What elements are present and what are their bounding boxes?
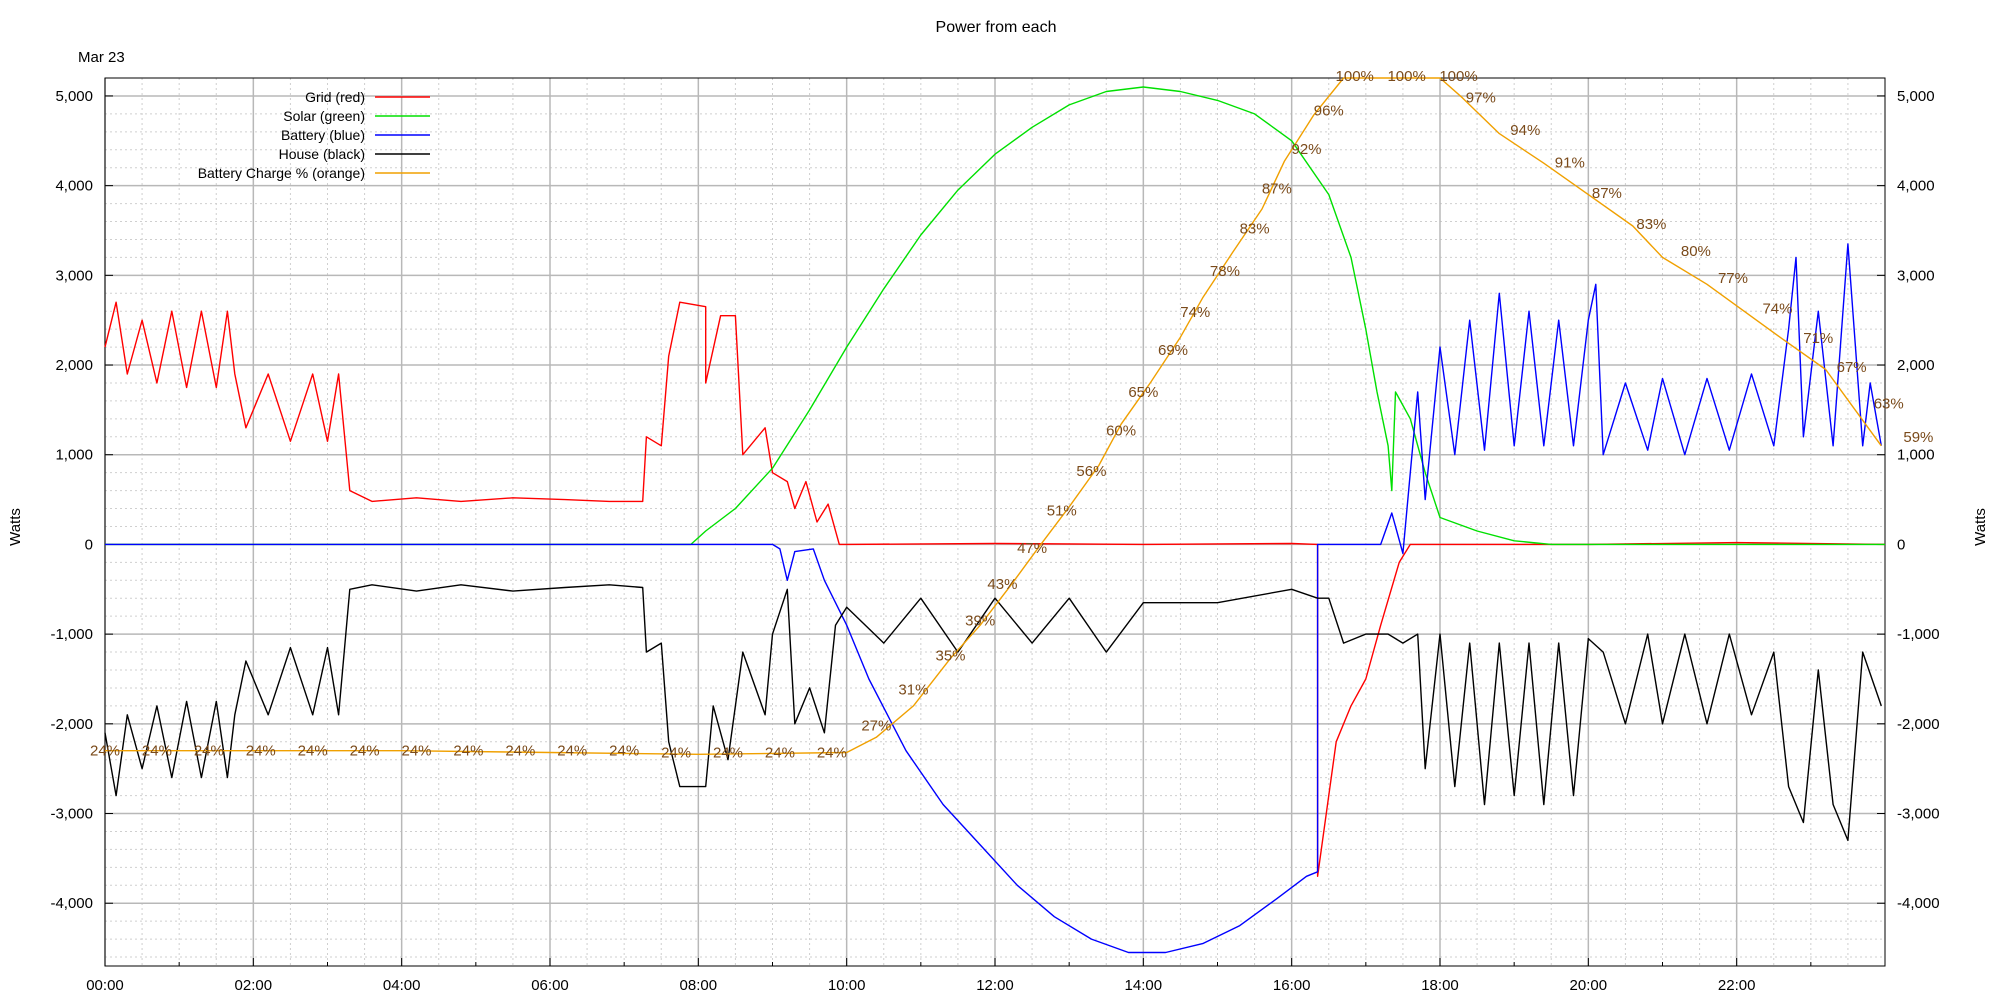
battery-charge-label: 94% xyxy=(1510,122,1540,139)
battery-charge-label: 24% xyxy=(246,743,276,760)
battery-charge-label: 87% xyxy=(1262,180,1292,197)
y-axis-label-right: Watts xyxy=(1972,508,1989,546)
y-tick-label-left: 1,000 xyxy=(55,447,93,464)
battery-charge-label: 47% xyxy=(1017,540,1047,557)
battery-charge-label: 24% xyxy=(817,745,847,762)
battery-charge-label: 24% xyxy=(90,743,120,760)
y-tick-label-right: -3,000 xyxy=(1897,806,1940,823)
grid-layer xyxy=(104,77,1885,966)
x-tick-label: 22:00 xyxy=(1718,977,1756,994)
x-tick-label: 10:00 xyxy=(828,977,866,994)
battery-charge-label: 60% xyxy=(1106,423,1136,440)
y-tick-label-right: 1,000 xyxy=(1897,447,1935,464)
battery-charge-label: 56% xyxy=(1076,463,1106,480)
battery-charge-label: 83% xyxy=(1240,221,1270,238)
battery-charge-label: 96% xyxy=(1314,102,1344,119)
battery-charge-label: 24% xyxy=(453,743,483,760)
battery-charge-label: 24% xyxy=(298,743,328,760)
battery-charge-label: 24% xyxy=(350,743,380,760)
battery-charge-label: 51% xyxy=(1047,502,1077,519)
battery-charge-label: 65% xyxy=(1128,384,1158,401)
y-tick-label-left: -3,000 xyxy=(50,806,93,823)
battery-charge-label: 24% xyxy=(401,743,431,760)
y-tick-label-left: -4,000 xyxy=(50,895,93,912)
x-tick-label: 06:00 xyxy=(531,977,569,994)
battery-charge-label: 100% xyxy=(1439,68,1477,85)
series-line-0 xyxy=(104,301,1886,877)
x-tick-label: 14:00 xyxy=(1125,977,1163,994)
y-tick-label-left: 3,000 xyxy=(55,267,93,284)
series-line-4 xyxy=(105,77,1882,755)
battery-charge-label: 24% xyxy=(557,743,587,760)
battery-charge-label: 24% xyxy=(194,743,224,760)
battery-charge-label: 92% xyxy=(1291,141,1321,158)
series-line-3 xyxy=(104,584,1882,842)
legend-label-0: Grid (red) xyxy=(305,89,365,105)
chart-title: Power from each xyxy=(936,19,1057,36)
legend: Grid (red) Solar (green) Battery (blue) Hou… xyxy=(198,89,430,181)
y-tick-label-right: -1,000 xyxy=(1897,626,1940,643)
y-tick-label-left: -2,000 xyxy=(50,716,93,733)
battery-charge-label: 74% xyxy=(1180,304,1210,321)
x-tick-label: 18:00 xyxy=(1421,977,1459,994)
y-tick-label-right: 4,000 xyxy=(1897,178,1935,195)
battery-charge-label: 67% xyxy=(1837,359,1867,376)
battery-charge-label: 77% xyxy=(1718,270,1748,287)
battery-charge-label: 24% xyxy=(713,745,743,762)
x-tick-label: 12:00 xyxy=(976,977,1014,994)
battery-charge-label: 63% xyxy=(1874,396,1904,413)
battery-charge-label: 97% xyxy=(1466,90,1496,107)
battery-charge-label: 78% xyxy=(1210,263,1240,280)
battery-charge-label: 83% xyxy=(1636,216,1666,233)
battery-charge-label: 69% xyxy=(1158,342,1188,359)
battery-charge-label: 31% xyxy=(898,682,928,699)
battery-charge-label: 35% xyxy=(935,648,965,665)
battery-charge-label: 24% xyxy=(609,743,639,760)
y-tick-label-left: 5,000 xyxy=(55,88,93,105)
y-tick-label-left: 4,000 xyxy=(55,178,93,195)
series-layer xyxy=(104,77,1886,954)
y-tick-label-right: 2,000 xyxy=(1897,357,1935,374)
legend-label-1: Solar (green) xyxy=(283,108,365,124)
y-axis-label-left: Watts xyxy=(7,508,24,546)
battery-charge-label: 24% xyxy=(661,745,691,762)
battery-charge-label: 24% xyxy=(505,743,535,760)
battery-charge-label: 100% xyxy=(1387,68,1425,85)
legend-label-3: House (black) xyxy=(279,146,365,162)
series-line-2 xyxy=(105,243,1882,954)
battery-charge-label: 71% xyxy=(1803,330,1833,347)
battery-charge-label: 39% xyxy=(965,613,995,630)
battery-charge-label: 43% xyxy=(987,576,1017,593)
battery-charge-label: 100% xyxy=(1336,68,1374,85)
legend-label-4: Battery Charge % (orange) xyxy=(198,165,365,181)
x-tick-label: 08:00 xyxy=(680,977,718,994)
battery-charge-label: 87% xyxy=(1592,185,1622,202)
battery-charge-label: 74% xyxy=(1762,301,1792,318)
x-tick-label: 04:00 xyxy=(383,977,421,994)
x-tick-label: 16:00 xyxy=(1273,977,1311,994)
x-tick-label: 02:00 xyxy=(235,977,273,994)
battery-charge-label: 24% xyxy=(765,745,795,762)
y-tick-label-right: 3,000 xyxy=(1897,267,1935,284)
y-tick-label-right: 0 xyxy=(1897,536,1905,553)
date-label: Mar 23 xyxy=(78,49,125,66)
battery-charge-label: 59% xyxy=(1903,429,1933,446)
y-tick-label-left: 0 xyxy=(85,536,93,553)
y-tick-label-left: 2,000 xyxy=(55,357,93,374)
x-tick-label: 00:00 xyxy=(86,977,124,994)
y-tick-label-right: 5,000 xyxy=(1897,88,1935,105)
y-tick-label-left: -1,000 xyxy=(50,626,93,643)
series-line-1 xyxy=(105,86,1885,546)
battery-charge-label: 27% xyxy=(861,718,891,735)
x-tick-label: 20:00 xyxy=(1570,977,1608,994)
battery-charge-label: 24% xyxy=(142,743,172,760)
legend-label-2: Battery (blue) xyxy=(281,127,365,143)
battery-charge-label: 91% xyxy=(1555,154,1585,171)
axes-layer: 00:00 02:00 04:00 06:00 08:00 10:00 12:00 14:00… xyxy=(50,77,1940,994)
battery-charge-labels: 24% 24% 24% 24% 24% 24% 24% 24% 24% 24% 24% 24% 24% 2… xyxy=(90,68,1933,761)
y-tick-label-right: -4,000 xyxy=(1897,895,1940,912)
battery-charge-label: 80% xyxy=(1681,243,1711,260)
y-tick-label-right: -2,000 xyxy=(1897,716,1940,733)
